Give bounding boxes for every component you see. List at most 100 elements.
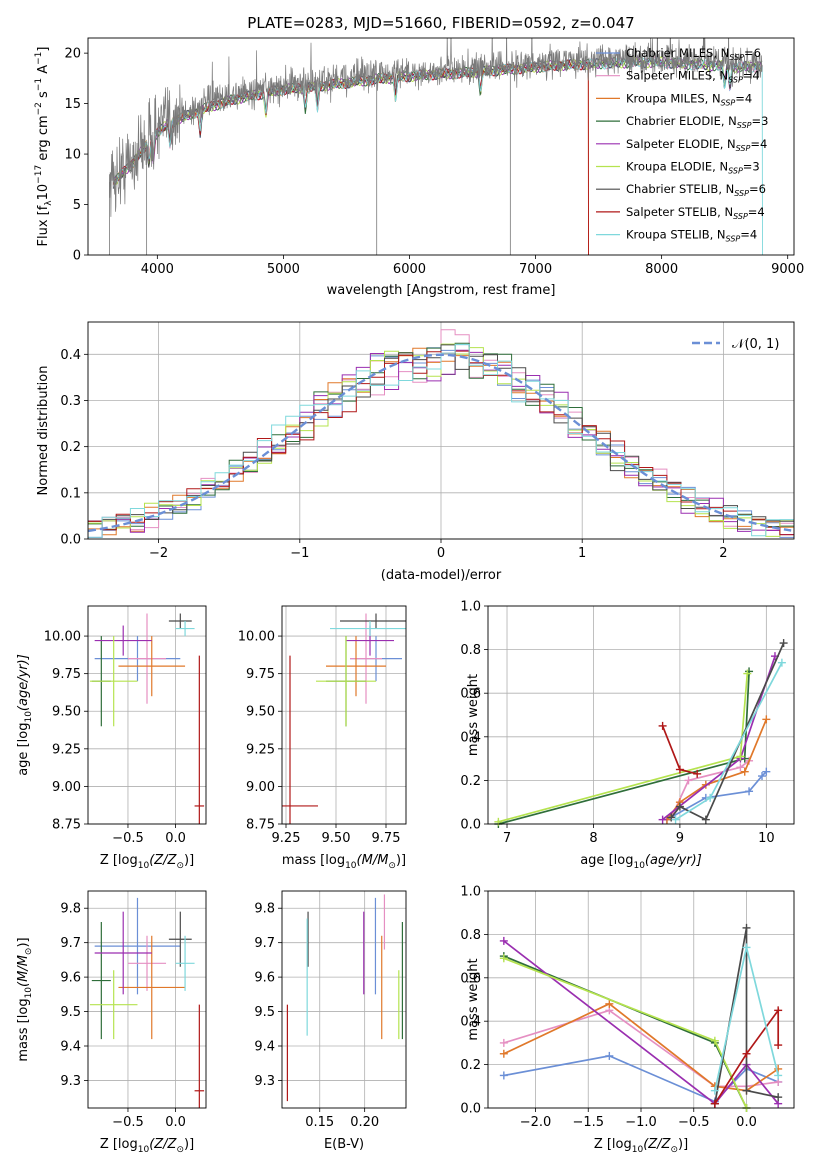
y-tick-label: 0.2 [460,1058,481,1073]
y-tick-label: 1.0 [460,600,481,615]
legend-label-part: =4 [743,69,760,83]
x-axis-label-part: )] [396,853,406,868]
error-bar-chabrier-miles [94,897,181,995]
weight-point-kroupa-stelib [742,943,751,952]
legend-label-part: Chabrier STELIB, N [626,182,734,196]
y-axis-label-part: s [36,91,51,102]
y-axis-label-part: A [36,65,51,78]
spectrum-frame [87,37,795,256]
y-axis-label-part: 10 [24,711,34,723]
error-bar-kroupa-elodie [89,970,138,1040]
y-axis-label-part: )] [16,937,31,947]
legend-label-part: SSP [728,76,743,85]
legend-label-part: Salpeter ELODIE, N [626,137,736,151]
y-tick-label: 0.8 [460,928,481,943]
x-axis-label-part: )] [184,1137,194,1152]
weight-point-kroupa-elodie [710,1036,719,1045]
x-tick-label: −2 [149,546,168,561]
weight-point-chabrier-stelib [774,1093,783,1102]
y-tick-label: 9.50 [246,705,275,720]
weight-point-kroupa-stelib [777,658,786,667]
error-bar-kroupa-miles [118,636,186,697]
error-bar-kroupa-stelib [330,621,406,637]
y-axis-label: Flux [fλ10−17 erg cm−2 s−1 A−1] [34,47,54,247]
legend-label: Chabrier ELODIE, NSSP=3 [626,114,768,130]
x-tick-label: 2 [719,546,727,561]
y-axis-label-part: ⊙ [24,948,34,956]
y-tick-label: 9.3 [254,1074,275,1089]
y-tick-label: 9.75 [246,667,275,682]
legend-label-part: =3 [743,160,760,174]
legend-label-part: =4 [735,91,752,105]
legend-label-part: SSP [733,212,748,221]
weight-point-chabrier-stelib [701,815,710,824]
legend-label-part: Salpeter MILES, N [626,69,728,83]
error-bar-kroupa-stelib [175,621,195,637]
y-tick-label: 10.00 [44,630,81,645]
weight-line-salpeter-stelib [714,1007,780,1105]
y-axis-label: mass weight [466,674,481,756]
error-bar-chabrier-elodie [91,922,111,1040]
legend-label: Kroupa ELODIE, NSSP=3 [626,160,760,176]
y-axis-label-part: 10 [36,184,51,201]
y-tick-label: 8.75 [246,818,275,833]
x-axis-label-part: age [log [580,853,633,868]
y-axis-label-part: −1 [34,78,44,91]
y-tick-label: 0.4 [460,730,481,745]
weight-point-kroupa-miles [740,767,749,776]
weight-line-kroupa-elodie [503,957,748,1109]
legend-label: Kroupa MILES, NSSP=4 [626,91,752,107]
x-axis-label-part: 10 [138,861,150,871]
y-tick-label: 9.00 [52,780,81,795]
plot-layer: 4000 5000 6000 7000 8000 900005101520waveleng… [16,37,804,1155]
legend-label-part: SSP [729,53,744,62]
x-axis-label: (data-model)/error [381,568,502,583]
y-tick-label: 5 [73,198,81,213]
weight-point-kroupa-stelib [774,1071,783,1080]
weight-line-chabrier-stelib [670,642,785,821]
y-tick-label: 0.8 [460,643,481,658]
weight-point-salpeter-elodie [499,936,508,945]
x-axis-label-part: (Z/Z [643,1137,671,1152]
legend-label-part: SSP [736,144,751,153]
age-vs-Z-axes [84,606,206,828]
weight-point-salpeter-miles [499,1038,508,1047]
weight-point-kroupa-elodie [736,752,745,761]
weight-vs-age-frame [487,605,795,825]
weight-point-kroupa-stelib [671,815,680,824]
y-axis-label-part: −2 [34,102,44,115]
weight-point-salpeter-stelib [675,765,684,774]
y-tick-label: 9.5 [60,1005,81,1020]
mass-vs-Z-frame [87,890,207,1109]
y-tick-label: 8.75 [52,818,81,833]
y-tick-label: 0.0 [460,818,481,833]
x-axis-label-part: )] [678,1137,688,1152]
weight-line-salpeter-elodie [503,940,779,1105]
y-tick-label: 0.1 [60,486,81,501]
spectrum-axes [84,52,789,259]
x-axis-label-part: 10 [345,861,357,871]
weight-point-kroupa-elodie [494,817,503,826]
y-tick-label: 0.0 [460,1102,481,1117]
y-tick-label: 9.75 [52,667,81,682]
x-axis-label: Z [log10(Z/Z⊙)] [594,1137,688,1155]
x-tick-label: 0.15 [305,1115,334,1130]
legend-label-part: Chabrier ELODIE, N [626,114,737,128]
x-tick-label: −2.0 [520,1115,552,1130]
x-axis-label-part: Z [log [594,1137,632,1152]
weight-vs-Z-axes [484,890,794,1112]
mass-vs-EBV-frame [281,890,407,1109]
x-tick-label: 0.0 [165,831,186,846]
x-tick-label: 6000 [393,262,426,277]
y-tick-label: 9.25 [246,742,275,757]
y-tick-label: 0.2 [60,440,81,455]
x-axis-label-part: ⊙ [176,1145,184,1155]
x-tick-label: 9.50 [322,831,351,846]
error-bar-salpeter-elodie [94,911,152,995]
error-bar-salpeter-miles [350,613,382,704]
y-tick-label: 0.3 [60,394,81,409]
x-axis-label: Z [log10(Z/Z⊙)] [100,853,194,871]
error-bar-chabrier-stelib [340,613,406,629]
legend-label-part: Kroupa MILES, N [626,91,721,105]
